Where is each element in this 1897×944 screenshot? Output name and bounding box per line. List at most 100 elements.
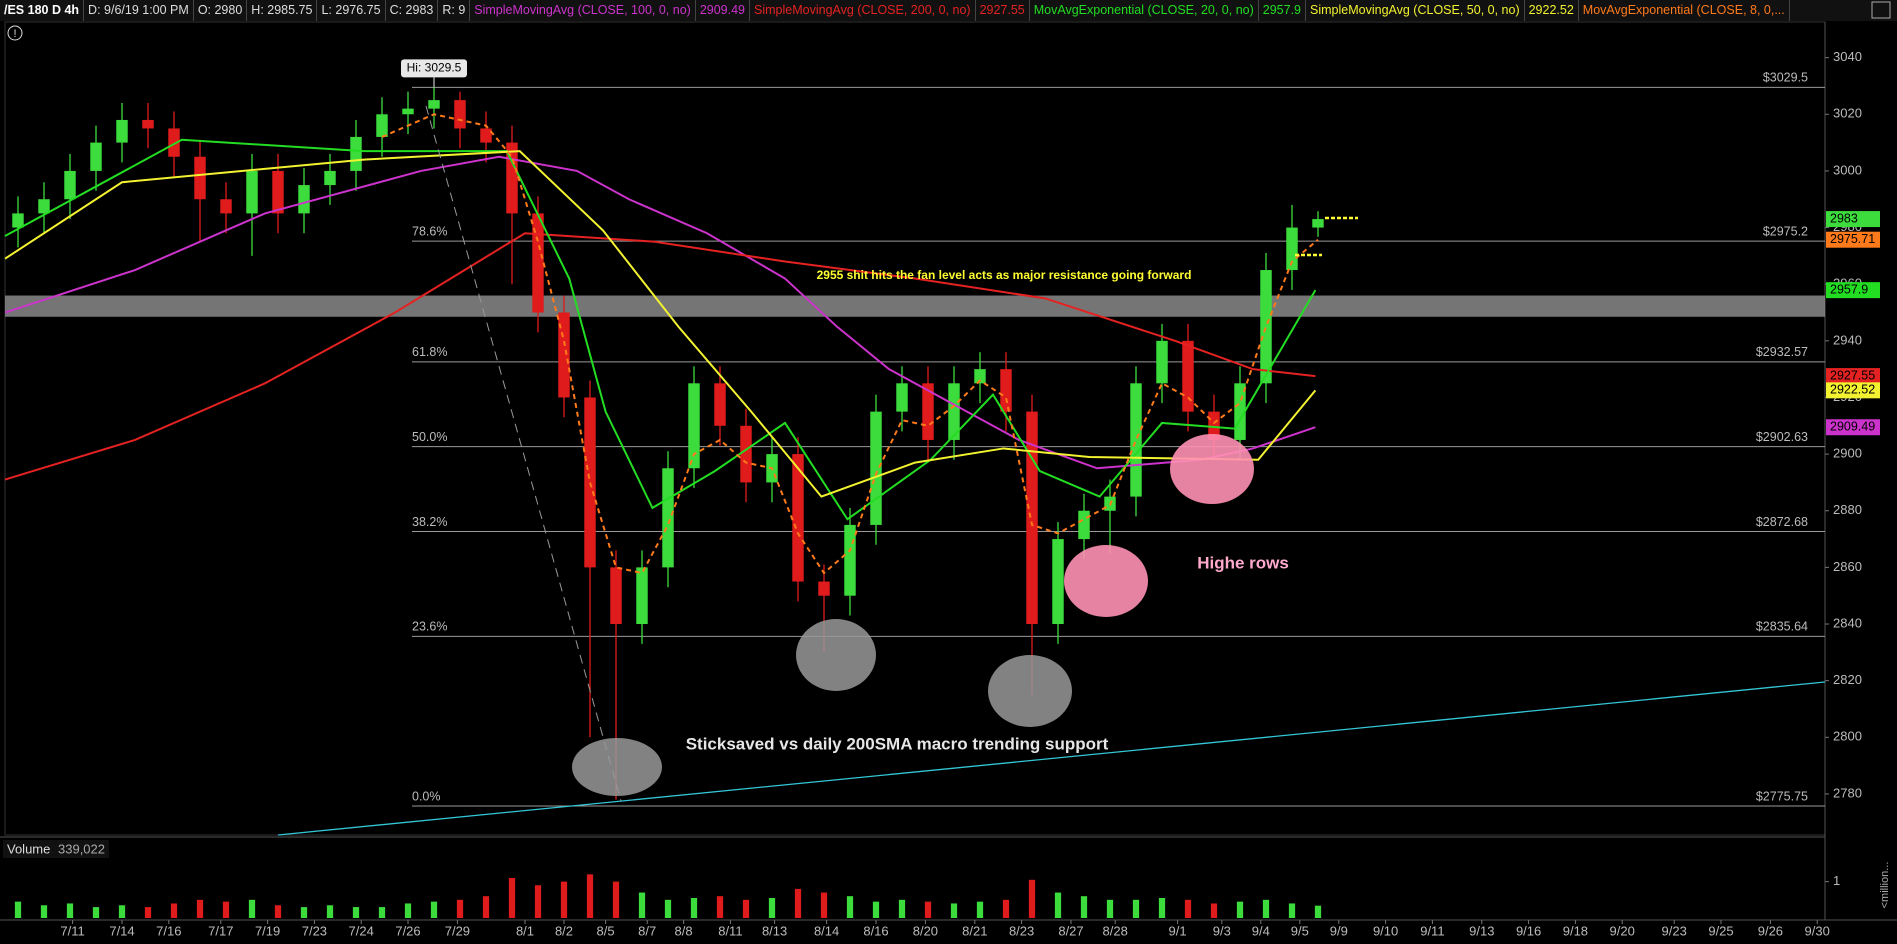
symbol[interactable]: /ES 180 D 4h: [0, 0, 85, 21]
volume-bar: [430, 901, 438, 918]
volume-bar: [820, 892, 828, 918]
highlight-ellipse: [796, 619, 876, 691]
x-tick-label: 9/11: [1420, 923, 1444, 938]
candle-body: [818, 581, 830, 596]
resistance-zone: [5, 295, 1825, 317]
candle-body: [1234, 383, 1246, 440]
candle-body: [896, 383, 908, 412]
y-tick-label: 3020: [1833, 106, 1862, 121]
volume-bar: [1132, 899, 1140, 918]
x-tick-label: 7/29: [445, 923, 470, 938]
candle-body: [584, 397, 596, 568]
y-tick-label: 2840: [1833, 615, 1862, 630]
volume-bar: [1262, 899, 1270, 918]
volume-bar: [768, 898, 776, 918]
candle-body: [194, 156, 206, 200]
x-tick-label: 7/17: [208, 923, 233, 938]
volume-bar: [248, 899, 256, 918]
candle-body: [558, 312, 570, 398]
study-value: 2927.55: [976, 0, 1030, 21]
trend-line: [277, 681, 1826, 836]
study-name: SimpleMovingAvg (CLOSE, 50, 0, no): [1306, 0, 1525, 21]
candle-body: [922, 383, 934, 440]
hi-bubble: [401, 59, 467, 78]
toolbar-icon[interactable]: [1871, 1, 1891, 19]
x-tick-label: 9/16: [1516, 923, 1541, 938]
x-tick-label: 8/8: [675, 923, 693, 938]
fib-pct: 78.6%: [412, 224, 447, 238]
candle-body: [948, 383, 960, 440]
candle-body: [662, 468, 674, 568]
candle-body: [116, 119, 128, 143]
under-layer: [5, 86, 1825, 807]
header-field: D: 9/6/19 1:00 PM: [84, 0, 194, 21]
y-tick-label: 2780: [1833, 785, 1862, 800]
header-field: H: 2985.75: [247, 0, 318, 21]
price-tag: [1826, 282, 1880, 299]
volume-bar: [1158, 898, 1166, 918]
candle-body: [714, 383, 726, 426]
price-tag: [1826, 231, 1880, 248]
volume-bar: [14, 901, 22, 918]
study-name: MovAvgExponential (CLOSE, 8, 0,...: [1579, 0, 1790, 21]
volume-title: Volume: [7, 841, 50, 856]
x-tick-label: 9/23: [1662, 923, 1687, 938]
annotation: Sticksaved vs daily 200SMA macro trendin…: [686, 734, 1109, 753]
x-tick-label: 7/11: [60, 923, 84, 938]
x-tick-label: 9/13: [1469, 923, 1494, 938]
fib-price: $2835.64: [1756, 620, 1808, 634]
volume-bar: [66, 903, 74, 918]
x-tick-label: 9/9: [1330, 923, 1348, 938]
candle-body: [38, 199, 50, 214]
alert-icon[interactable]: [7, 25, 23, 41]
candle-body: [142, 119, 154, 129]
x-tick-label: 8/2: [555, 923, 573, 938]
volume-bar: [196, 899, 204, 918]
x-tick-label: 8/20: [913, 923, 938, 938]
fib-price: $2872.68: [1756, 515, 1808, 529]
candle-body: [428, 100, 440, 109]
candle-body: [298, 185, 310, 214]
volume-bar: [222, 901, 230, 918]
volume-bar: [1236, 901, 1244, 918]
price-tag-label: 2983: [1830, 211, 1858, 225]
volume-bar: [534, 885, 542, 918]
volume-bar: [560, 881, 568, 918]
fib-price: $2932.57: [1756, 345, 1808, 359]
y-tick-label: 2820: [1833, 672, 1862, 687]
price-tag-label: 2927.55: [1830, 368, 1875, 382]
candle-body: [220, 199, 232, 214]
x-tick-label: 8/7: [638, 923, 656, 938]
candle-body: [246, 170, 258, 214]
price-tag: [1826, 382, 1880, 399]
volume-bar: [794, 888, 802, 918]
price-tag-label: 2909.49: [1830, 420, 1875, 434]
x-tick-label: 9/26: [1758, 923, 1783, 938]
volume-bar: [1028, 879, 1036, 918]
price-tag-label: 2922.52: [1830, 383, 1875, 397]
volume-bar: [1314, 905, 1322, 918]
x-tick-label: 8/5: [597, 923, 615, 938]
volume-bar: [1002, 899, 1010, 918]
x-tick-label: 7/26: [395, 923, 420, 938]
x-tick-label: 9/4: [1252, 923, 1270, 938]
candle-body: [168, 128, 180, 157]
fib-price: $2975.2: [1763, 224, 1808, 238]
x-tick-label: 8/28: [1103, 923, 1128, 938]
candle-body: [90, 142, 102, 171]
candle-body: [506, 142, 518, 214]
x-tick-label: 9/10: [1373, 923, 1398, 938]
highlight-ellipse: [1064, 545, 1148, 617]
header-field: L: 2976.75: [317, 0, 386, 21]
x-tick-label: 8/1: [516, 923, 534, 938]
volume-bar: [92, 907, 100, 918]
highlight-ellipse: [572, 738, 662, 796]
fib-pct: 61.8%: [412, 345, 447, 359]
study-name: SimpleMovingAvg (CLOSE, 100, 0, no): [470, 0, 696, 21]
volume-bar: [742, 899, 750, 918]
volume-bar: [846, 896, 854, 918]
candle-body: [1156, 340, 1168, 384]
candle-body: [350, 136, 362, 171]
